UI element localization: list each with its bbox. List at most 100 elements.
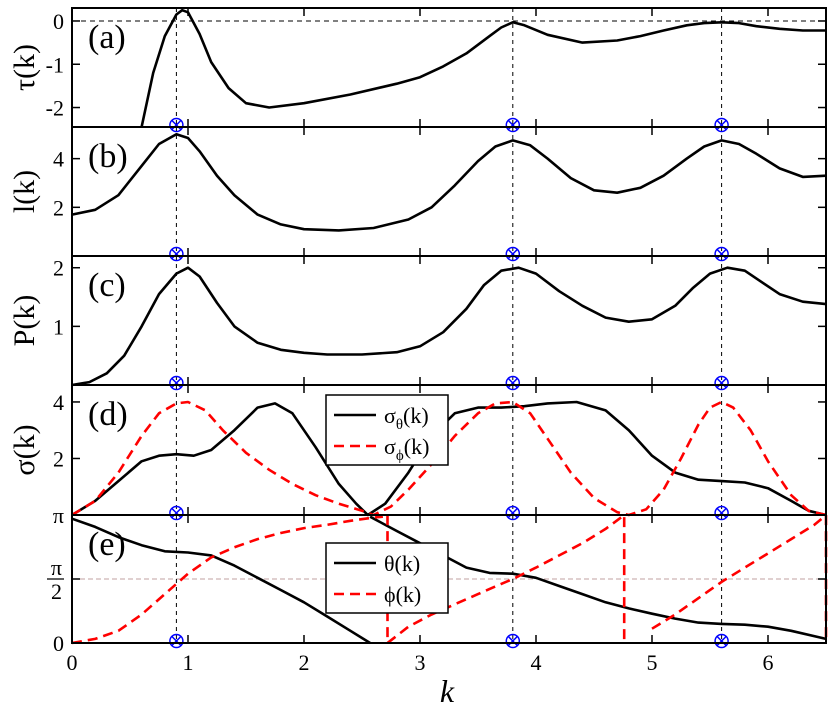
y-axis-label: l(k) [8, 170, 41, 213]
panel-label: (b) [88, 138, 128, 175]
marker-circle [169, 505, 184, 521]
legend-label: θ(k) [384, 551, 420, 576]
marker-cross [507, 119, 518, 131]
y-tick-label-denominator: 2 [51, 579, 62, 604]
marker-cross [171, 507, 182, 519]
marker-circle [169, 633, 184, 649]
series-line-σθ(k) [71, 400, 827, 517]
y-tick-label: 4 [53, 390, 64, 415]
circle-cross-marker [714, 375, 729, 391]
legend-label-symbol: θ [384, 551, 395, 576]
marker-cross [716, 377, 727, 389]
legend-label-symbol: σ [384, 434, 396, 459]
circle-cross-marker [169, 246, 184, 262]
legend-label-arg: (k) [396, 582, 422, 607]
marker-cross [507, 377, 518, 389]
circle-cross-marker [505, 117, 521, 133]
x-tick-label: 1 [183, 650, 194, 675]
y-axis-label: P(k) [8, 295, 41, 347]
marker-cross [716, 119, 727, 131]
marker-circle [505, 633, 521, 649]
marker-circle [169, 117, 184, 133]
y-tick-label-text: 2 [53, 256, 64, 281]
y-tick-label-text: 4 [53, 147, 64, 172]
y-tick-label-text: π [53, 503, 64, 528]
circle-cross-marker [505, 246, 521, 262]
y-tick-label: 2 [53, 195, 64, 220]
marker-circle [714, 246, 729, 262]
marker-circle [505, 246, 521, 262]
marker-cross [507, 507, 518, 519]
legend-label: ϕ(k) [384, 582, 421, 607]
panel-label: (c) [88, 267, 126, 304]
panel-label: (d) [88, 396, 128, 433]
legend: θ(k)ϕ(k) [325, 542, 449, 614]
marker-cross [716, 635, 727, 647]
y-tick-label-text: 0 [53, 631, 64, 656]
y-tick-label: 1 [53, 314, 64, 339]
circle-cross-marker [169, 375, 184, 391]
series-line-ϕ(k) [71, 513, 828, 645]
y-tick-label-text: 0 [53, 9, 64, 34]
circle-cross-marker [714, 246, 729, 262]
x-tick-label: 0 [67, 650, 78, 675]
panel-frame [71, 7, 827, 128]
circle-cross-marker [714, 633, 729, 649]
marker-circle [505, 117, 521, 133]
x-axis-label: k [440, 673, 455, 709]
y-tick-label-text: 1 [53, 314, 64, 339]
panel-c: 1 2 (c) P(k) [8, 255, 827, 391]
x-tick-label: 4 [531, 650, 542, 675]
panel-frame [71, 384, 827, 516]
y-tick-label-text: 4 [53, 390, 64, 415]
marker-circle [169, 246, 184, 262]
marker-circle [505, 375, 521, 391]
y-tick-label: 2 [53, 256, 64, 281]
y-tick-label-text: -2 [46, 96, 64, 121]
marker-circle [505, 505, 521, 521]
legend-label: σθ(k) [384, 403, 429, 433]
y-axis-label: σ(k) [8, 424, 41, 475]
series-line-curve [71, 133, 827, 232]
x-tick-label: 2 [299, 650, 310, 675]
y-tick-label: 4 [53, 147, 64, 172]
series-line-curve [140, 8, 826, 128]
panel-label: (a) [88, 19, 126, 56]
legend-label: σϕ(k) [384, 434, 429, 464]
y-tick-label: -1 [46, 52, 64, 77]
series-line-σϕ(k) [71, 400, 827, 517]
series-line-curve [71, 266, 827, 387]
y-tick-label-text: 2 [53, 446, 64, 471]
marker-circle [714, 505, 729, 521]
panel-d: 24 (d)σ(k)σθ(k)σϕ(k) [8, 384, 827, 521]
marker-cross [171, 248, 182, 260]
legend-box [325, 542, 449, 614]
x-tick-label: 5 [647, 650, 658, 675]
circle-cross-marker [714, 117, 729, 133]
panel-b: 2 4 (b) l(k) [8, 126, 827, 262]
marker-circle [714, 633, 729, 649]
x-tick-label: 6 [763, 650, 774, 675]
marker-cross [716, 507, 727, 519]
marker-circle [714, 375, 729, 391]
circle-cross-marker [169, 117, 184, 133]
legend-label-subscript: ϕ [396, 448, 404, 464]
circle-cross-marker [714, 505, 729, 521]
series-line-θ(k) [71, 515, 827, 645]
x-axis: k 0 1 2 3 4 5 6 [67, 650, 774, 709]
y-tick-label-text: 2 [53, 195, 64, 220]
marker-cross [507, 635, 518, 647]
marker-circle [169, 375, 184, 391]
y-tick-label: π [53, 503, 64, 528]
y-tick-label: 0 [53, 9, 64, 34]
panel-a: 0 -1 -2 (a) τ(k) [8, 7, 827, 133]
circle-cross-marker [169, 633, 184, 649]
panel-frame [71, 255, 827, 386]
legend-label-arg: (k) [404, 434, 430, 459]
legend-box [325, 394, 449, 466]
y-tick-label: -2 [46, 96, 64, 121]
legend-label-arg: (k) [395, 551, 421, 576]
panels-layer: 0-1-2(a)τ(k)24 (b)l(k)12 (c)P(k)24 (d)σ(k)σ… [8, 7, 828, 656]
